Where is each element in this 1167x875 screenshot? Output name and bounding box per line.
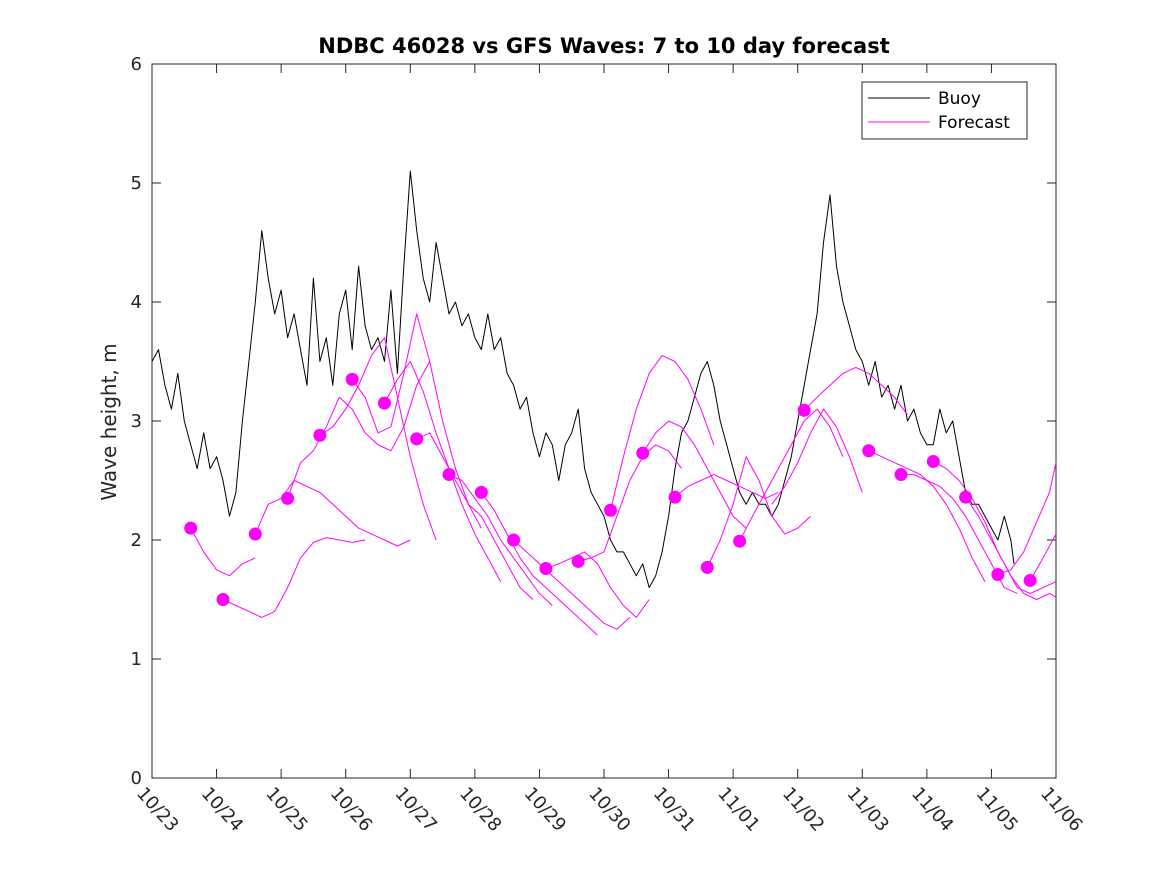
forecast-start-marker: [636, 446, 650, 460]
forecast-start-marker: [571, 554, 585, 568]
forecast-start-marker: [894, 468, 908, 482]
forecast-series-line-13: [578, 444, 682, 562]
forecast-start-marker: [345, 372, 359, 386]
forecast-series-line-9: [448, 474, 553, 606]
forecast-start-marker: [281, 491, 295, 505]
forecast-start-marker: [1023, 573, 1037, 587]
y-axis-label: Wave height, m: [97, 343, 121, 500]
y-tick-label: 4: [131, 292, 142, 313]
forecast-series-line-15: [642, 420, 747, 529]
y-tick-label: 6: [131, 54, 142, 75]
forecast-start-marker: [539, 562, 553, 576]
forecast-series-line-12: [545, 551, 650, 618]
forecast-start-marker: [959, 490, 973, 504]
forecast-start-marker: [410, 432, 424, 446]
legend: Buoy Forecast: [861, 81, 1028, 140]
y-tick-label: 3: [131, 411, 142, 432]
chart-title: NDBC 46028 vs GFS Waves: 7 to 10 day for…: [318, 34, 889, 58]
forecast-start-marker: [248, 527, 262, 541]
buoy-series-line: [151, 170, 1015, 589]
forecast-start-marker: [926, 454, 940, 468]
forecast-series-line-10: [480, 492, 598, 636]
forecast-series-line-16: [674, 474, 779, 499]
forecast-series-line-3: [254, 480, 411, 547]
axes-box: [151, 63, 1057, 779]
forecast-series-line-14: [610, 355, 715, 511]
forecast-start-marker: [474, 485, 488, 499]
forecast-series-line-20: [771, 408, 863, 505]
forecast-start-marker: [442, 468, 456, 482]
forecast-start-marker: [668, 490, 682, 504]
forecast-start-marker: [377, 396, 391, 410]
forecast-start-marker: [700, 560, 714, 574]
forecast-series-line-6: [351, 313, 482, 529]
forecast-series-line-26: [1029, 533, 1057, 581]
forecast-start-marker: [216, 593, 230, 606]
forecast-series-line-2: [222, 537, 366, 618]
y-tick-label: 0: [131, 768, 142, 789]
forecast-series-line-17: [706, 456, 811, 568]
forecast-series-line-18: [739, 408, 844, 542]
forecast-series-line-24: [965, 496, 1057, 594]
legend-label-forecast: Forecast: [938, 113, 1010, 133]
forecast-start-marker: [184, 521, 198, 535]
forecast-series-line-19: [803, 366, 908, 416]
forecast-start-marker: [733, 534, 747, 548]
y-tick-label: 5: [131, 173, 142, 194]
forecast-series-line-8: [416, 432, 534, 600]
forecast-series-line-1: [190, 527, 256, 577]
forecast-start-marker: [797, 403, 811, 417]
y-tick-label: 2: [131, 530, 142, 551]
forecast-series-line-4: [287, 361, 431, 499]
forecast-series-line-11: [513, 539, 631, 630]
forecast-start-marker: [862, 444, 876, 458]
forecast-start-marker: [603, 503, 617, 517]
legend-box: [861, 81, 1028, 140]
forecast-series-line-25: [997, 462, 1057, 575]
forecast-start-marker: [313, 428, 327, 442]
forecast-series-line-5: [319, 337, 437, 541]
forecast-start-marker: [507, 533, 521, 547]
legend-label-buoy: Buoy: [938, 89, 981, 109]
forecast-series-line-7: [384, 361, 502, 582]
y-tick-label: 1: [131, 649, 142, 670]
forecast-start-marker: [991, 568, 1005, 582]
